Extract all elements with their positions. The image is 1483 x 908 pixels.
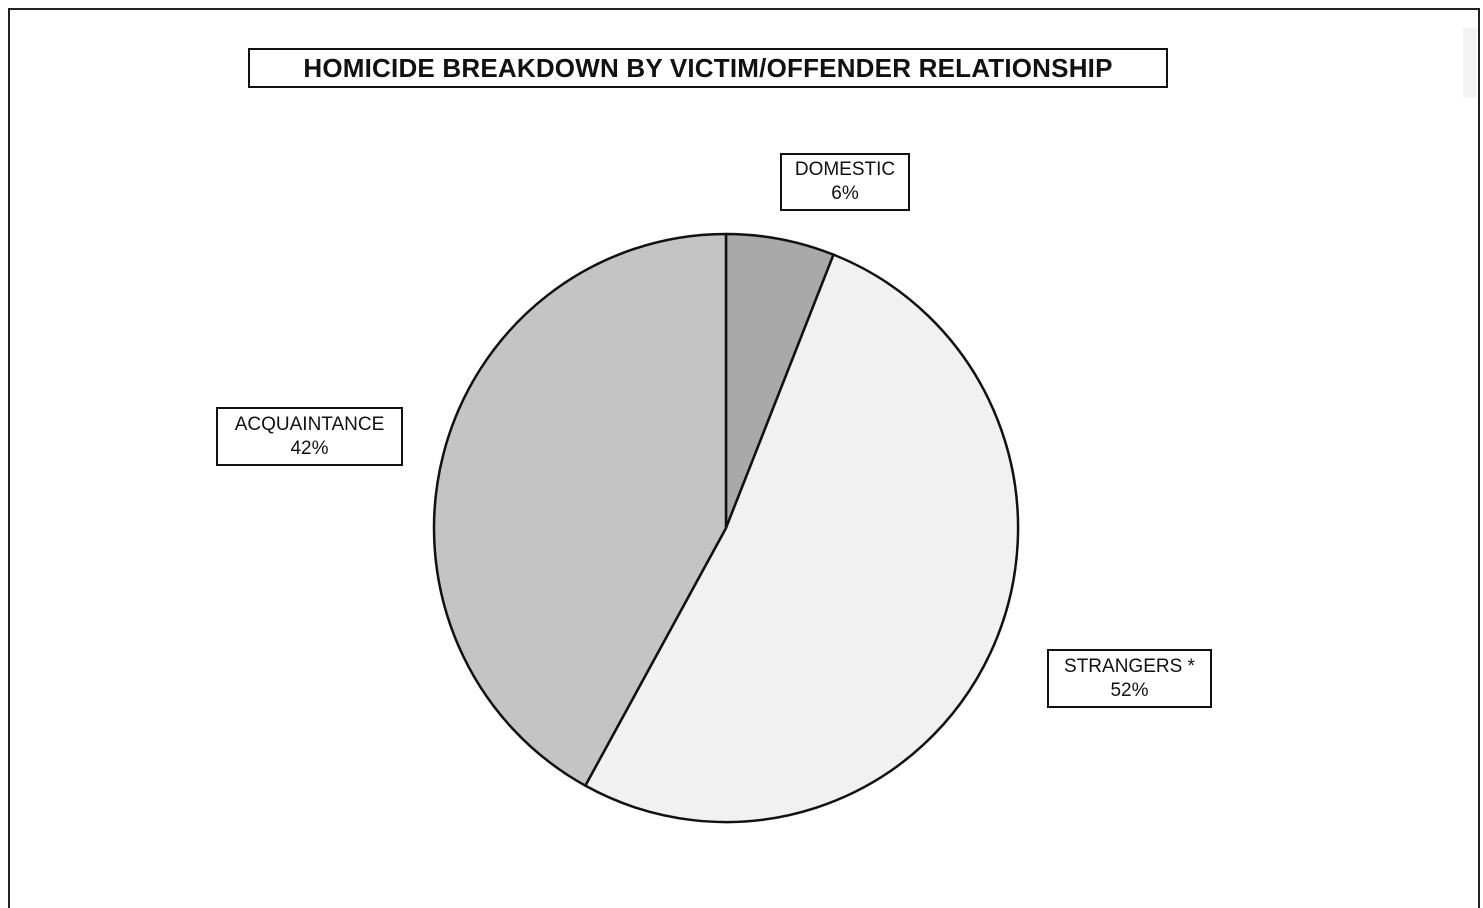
pie-slice-strangers xyxy=(584,253,1020,824)
pie-slice-acquaintance xyxy=(432,232,728,787)
scan-artifact xyxy=(1463,28,1477,98)
label-strangers-name: STRANGERS * xyxy=(1064,655,1195,677)
label-acquaintance-value: 42% xyxy=(290,437,329,459)
chart-title: HOMICIDE BREAKDOWN BY VICTIM/OFFENDER RE… xyxy=(248,48,1168,88)
label-domestic-value: 6% xyxy=(831,183,859,204)
label-domestic: DOMESTIC 6% xyxy=(780,153,910,211)
label-acquaintance-name: ACQUAINTANCE xyxy=(234,413,385,435)
chart-frame xyxy=(8,8,1480,908)
label-strangers: STRANGERS * 52% xyxy=(1047,649,1212,708)
label-strangers-value: 52% xyxy=(1110,679,1149,701)
label-domestic-name: DOMESTIC xyxy=(794,159,896,180)
label-acquaintance: ACQUAINTANCE 42% xyxy=(216,407,403,466)
